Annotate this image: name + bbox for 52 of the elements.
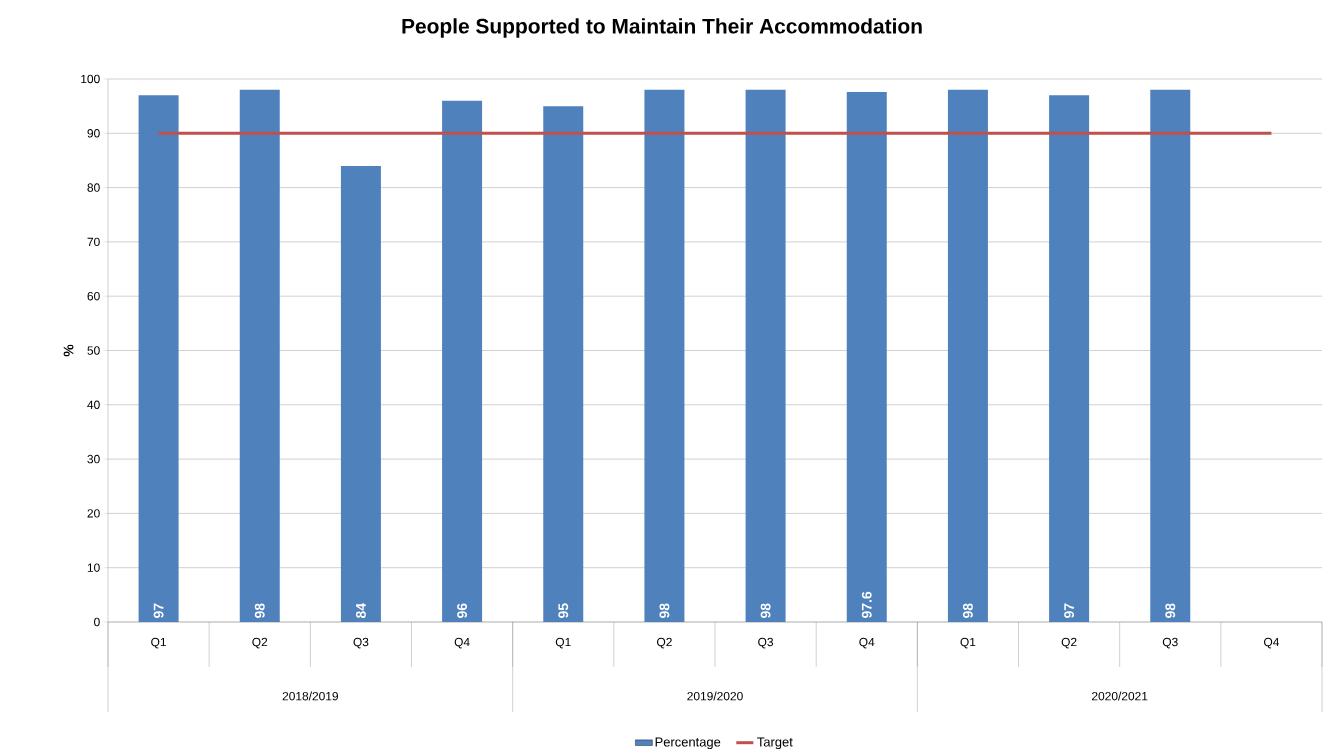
data-label: 95: [558, 603, 569, 618]
x-tick-label: Q4: [1264, 637, 1280, 649]
bar: [745, 89, 786, 622]
data-label: 98: [1165, 603, 1176, 618]
y-tick-label: 90: [87, 129, 100, 138]
data-label: 84: [355, 603, 366, 619]
bar: [442, 100, 483, 622]
data-label: 97.6: [861, 591, 872, 618]
y-tick-label: 60: [87, 291, 100, 301]
bar: [543, 106, 584, 622]
x-tick-label: Q2: [657, 637, 672, 649]
x-tick-label: Q1: [960, 637, 976, 649]
y-tick-label: 100: [81, 74, 100, 84]
x-tick-label: Q1: [555, 637, 571, 649]
legend-label: Percentage: [655, 737, 721, 750]
x-tick-label: Q2: [1061, 637, 1077, 649]
y-tick-label: 50: [87, 346, 100, 355]
bar: [138, 95, 179, 622]
y-tick-label: 20: [87, 509, 100, 518]
bar: [1150, 89, 1191, 622]
y-axis-title: %: [63, 344, 74, 357]
x-tick-label: Q4: [859, 637, 875, 649]
y-tick-label: 0: [94, 617, 100, 627]
text: 2018/2019: [282, 691, 339, 701]
y-tick-label: 30: [87, 454, 100, 464]
data-label: 97: [153, 603, 164, 618]
y-tick-label: 80: [87, 183, 100, 192]
x-tick-label: Q3: [1162, 637, 1178, 649]
x-tick-label: Q4: [454, 637, 470, 649]
text: 2019/2020: [687, 691, 743, 701]
data-label: 98: [962, 603, 973, 618]
bar: [846, 92, 887, 622]
x-tick-label: Q3: [353, 637, 369, 649]
data-label: 98: [760, 603, 771, 618]
data-label: 98: [659, 603, 670, 618]
x-tick-label: Q3: [758, 637, 774, 649]
text: 2020/2021: [1092, 691, 1148, 701]
legend-label: Target: [757, 737, 793, 750]
data-label: 97: [1064, 603, 1075, 618]
bar: [340, 165, 381, 622]
x-tick-label: Q2: [252, 637, 268, 649]
y-tick-label: 40: [87, 400, 100, 410]
data-label: 98: [254, 603, 265, 618]
bar: [947, 89, 988, 622]
bar: [239, 89, 280, 622]
data-label: 96: [457, 603, 468, 618]
bar: [1049, 95, 1090, 622]
chart-title: People Supported to Maintain Their Accommodation: [402, 18, 922, 38]
y-tick-label: 70: [87, 237, 100, 247]
x-tick-label: Q1: [151, 637, 166, 649]
y-tick-label: 10: [87, 563, 100, 572]
bar: [644, 89, 685, 622]
